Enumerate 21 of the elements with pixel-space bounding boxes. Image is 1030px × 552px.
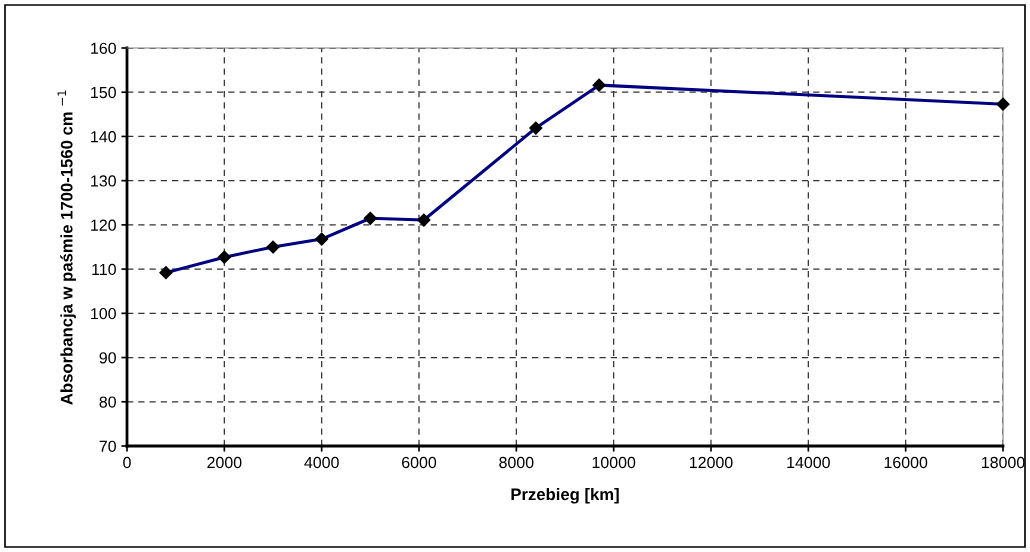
x-axis-title: Przebieg [km]: [511, 487, 619, 504]
y-axis-title: Absorbancja w paśmie 1700-1560 cm $^{−1}$: [57, 90, 76, 405]
y-tick-label: 140: [91, 131, 116, 143]
x-tick-label: 10000: [592, 456, 636, 469]
y-tick-label: 120: [91, 219, 116, 231]
y-tick-label: 160: [91, 42, 116, 54]
x-tick-label: 4000: [304, 456, 339, 469]
x-tick-label: 8000: [499, 456, 534, 469]
x-tick-label: 12000: [690, 456, 733, 469]
y-tick-label: 90: [99, 352, 116, 364]
x-tick-label: 16000: [884, 456, 928, 469]
x-tick-label: 2000: [207, 456, 242, 469]
y-tick-label: 80: [99, 396, 116, 408]
x-tick-label: 6000: [402, 456, 437, 469]
x-tick-label: 0: [123, 456, 131, 469]
y-tick-label: 150: [91, 86, 116, 99]
y-tick-label: 100: [91, 307, 116, 320]
x-tick-label: 14000: [787, 456, 830, 469]
y-tick-label: 130: [91, 175, 116, 187]
y-tick-label: 110: [92, 263, 116, 276]
y-tick-label: 70: [99, 440, 116, 452]
